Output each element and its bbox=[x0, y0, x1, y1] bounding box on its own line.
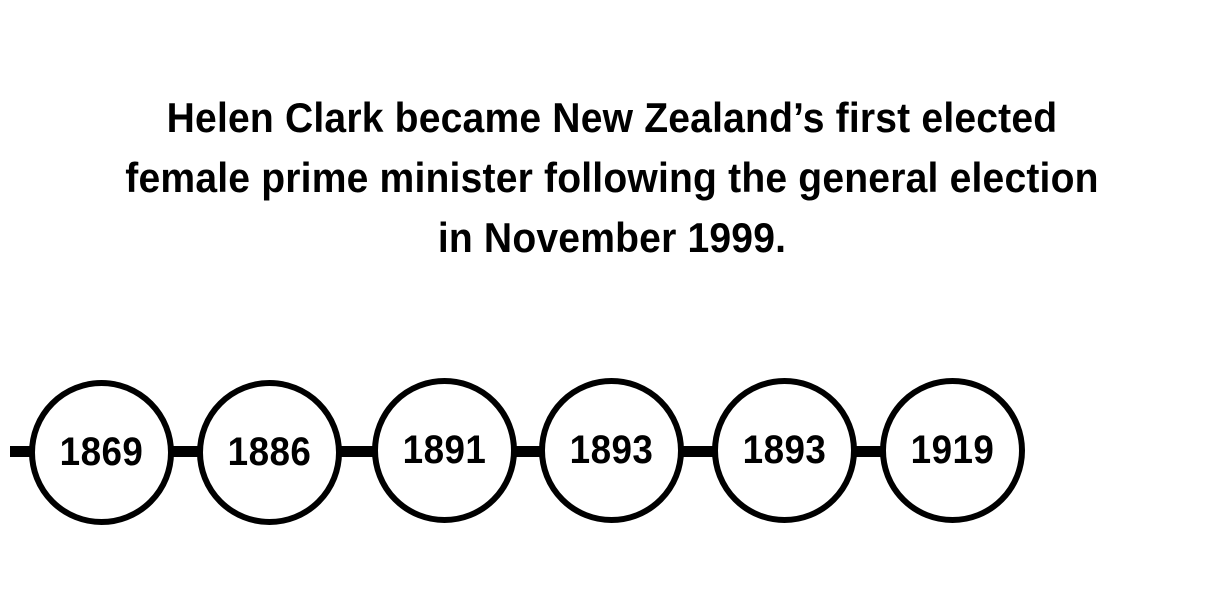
headline-line-2: female prime minister following the gene… bbox=[125, 154, 1099, 201]
timeline-connector bbox=[335, 446, 380, 457]
timeline-node-1891: 1891 bbox=[372, 378, 517, 523]
headline-line-1: Helen Clark became New Zealand’s first e… bbox=[166, 94, 1058, 141]
timeline-year-label: 1869 bbox=[59, 430, 144, 474]
timeline-connector bbox=[508, 446, 548, 457]
timeline-connector bbox=[10, 446, 38, 457]
timeline-year-label: 1893 bbox=[742, 428, 827, 472]
timeline-node-1886: 1886 bbox=[197, 380, 342, 525]
headline-line-3: in November 1999. bbox=[437, 214, 787, 261]
timeline-node-1893: 1893 bbox=[539, 378, 684, 523]
timeline-year-label: 1886 bbox=[227, 430, 312, 474]
timeline-year-label: 1919 bbox=[910, 428, 995, 472]
timeline-year-label: 1891 bbox=[402, 428, 487, 472]
timeline-connector bbox=[677, 446, 722, 457]
timeline-node-1919: 1919 bbox=[880, 378, 1025, 523]
timeline-node-1893-b: 1893 bbox=[712, 378, 857, 523]
timeline-connector bbox=[166, 446, 206, 457]
headline: Helen Clark became New Zealand’s first e… bbox=[43, 88, 1181, 268]
timeline-connector bbox=[850, 446, 890, 457]
timeline-node-1869: 1869 bbox=[29, 380, 174, 525]
timeline-year-label: 1893 bbox=[569, 428, 654, 472]
